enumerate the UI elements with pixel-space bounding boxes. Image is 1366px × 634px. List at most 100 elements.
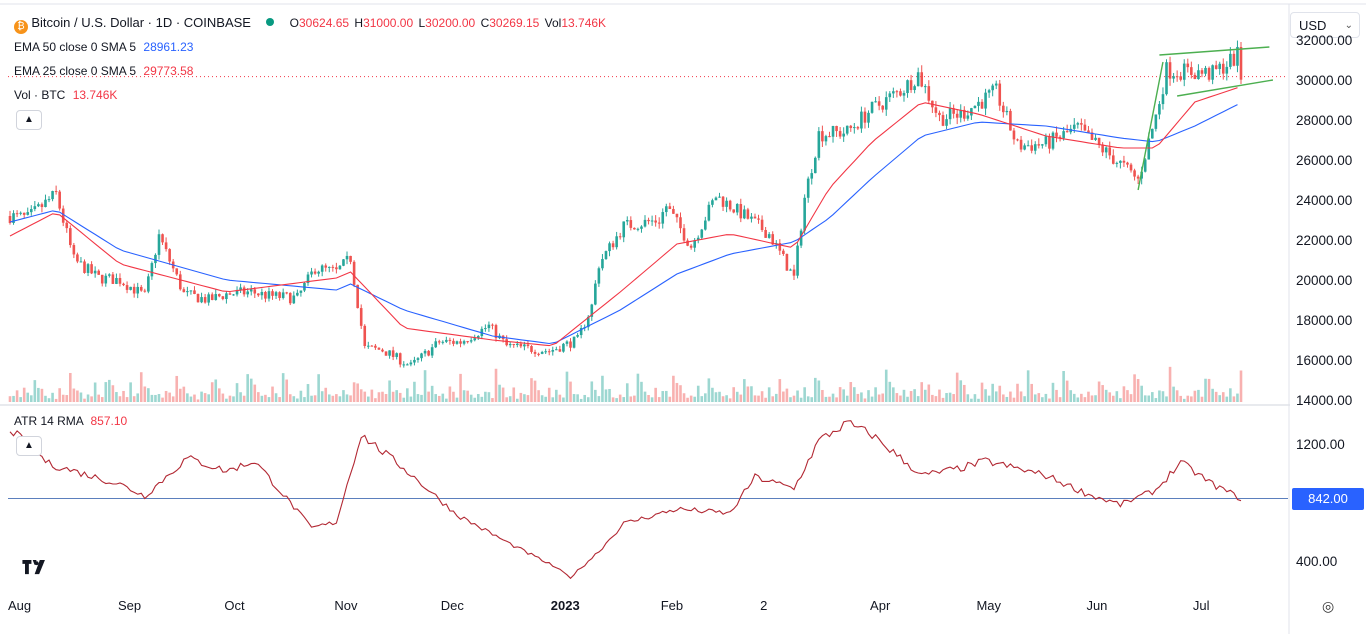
candle-body <box>47 199 51 201</box>
volume-bar <box>1094 395 1097 402</box>
volume-bar <box>246 374 249 402</box>
volume-bar <box>1126 390 1129 402</box>
volume-bar <box>398 392 402 402</box>
tradingview-logo-icon[interactable] <box>18 560 50 578</box>
volume-bar <box>704 393 707 402</box>
candle-body <box>696 237 700 241</box>
volume-bar <box>157 394 161 402</box>
volume-bar <box>338 396 342 402</box>
volume-bar <box>828 396 831 402</box>
volume-bar <box>125 397 129 402</box>
volume-bar <box>746 386 750 402</box>
candle-body <box>558 349 562 352</box>
candle-body <box>26 212 30 215</box>
price-tick-label: 20000.00 <box>1296 273 1353 288</box>
candle-body <box>33 206 37 210</box>
candle-body <box>704 220 707 230</box>
currency-selector[interactable]: USD ⌄ <box>1290 12 1360 38</box>
candle-body <box>214 294 218 300</box>
candle-body <box>569 341 572 348</box>
volume-bar <box>193 394 196 402</box>
candle-body <box>1048 136 1051 149</box>
volume-bar <box>225 398 228 402</box>
volume-bar <box>207 394 210 402</box>
volume-bar <box>320 391 324 402</box>
ema50-legend[interactable]: EMA 50 close 0 SMA 5 28961.23 <box>14 40 194 54</box>
candle-body <box>473 338 477 341</box>
volume-bar <box>966 394 970 402</box>
collapse-legend-button[interactable]: ▲ <box>16 110 42 130</box>
candle-body <box>476 335 480 339</box>
volume-bar <box>459 373 462 402</box>
candle-body <box>562 343 565 352</box>
candle-body <box>923 86 927 88</box>
volume-bar <box>367 396 370 402</box>
candle-body <box>327 266 331 268</box>
candle-body <box>1126 162 1129 165</box>
volume-bar <box>856 393 860 402</box>
volume-bar <box>544 396 547 402</box>
candle-body <box>1200 70 1204 74</box>
candle-body <box>22 212 26 215</box>
volume-bar <box>629 396 633 402</box>
volume-bar <box>214 379 218 402</box>
time-tick-label: Apr <box>870 598 891 613</box>
volume-bar <box>1044 393 1048 402</box>
candle-body <box>292 295 296 304</box>
candle-body <box>796 245 799 276</box>
volume-bar <box>519 392 523 402</box>
volume-legend[interactable]: Vol · BTC 13.746K <box>14 88 118 102</box>
volume-bar <box>682 393 686 402</box>
volume-bar <box>803 387 806 402</box>
candle-body <box>285 292 289 294</box>
volume-bar <box>22 387 26 402</box>
volume-bar <box>72 388 76 402</box>
candle-body <box>853 127 856 129</box>
candle-body <box>367 345 370 347</box>
volume-bar <box>512 387 516 402</box>
volume-bar <box>636 373 640 402</box>
volume-bar <box>959 380 963 402</box>
candle-body <box>388 350 391 356</box>
volume-bar <box>551 397 555 402</box>
candle-body <box>551 349 555 352</box>
volume-bar <box>1083 397 1087 402</box>
volume-bar <box>1119 398 1122 402</box>
volume-bar <box>838 387 842 402</box>
volume-bar <box>640 381 643 402</box>
gear-icon[interactable]: ◎ <box>1322 598 1335 614</box>
candle-body <box>1190 67 1193 75</box>
candle-body <box>824 136 828 142</box>
candle-body <box>374 345 377 348</box>
candle-body <box>97 270 100 275</box>
volume-bar <box>168 392 171 402</box>
candle-body <box>1087 130 1090 133</box>
volume-bar <box>821 389 824 402</box>
candle-body <box>629 220 633 228</box>
candle-body <box>1076 123 1080 125</box>
candle-body <box>246 291 249 295</box>
volume-bar <box>1229 388 1232 402</box>
candle-body <box>1080 123 1083 125</box>
volume-bar <box>498 384 501 402</box>
volume-bar <box>696 385 700 402</box>
atr-legend[interactable]: ATR 14 RMA 857.10 <box>14 414 128 428</box>
candle-body <box>1044 136 1048 145</box>
volume-bar <box>526 395 530 402</box>
time-tick-label: 2 <box>760 598 768 613</box>
time-tick-label: May <box>976 598 1002 613</box>
symbol-title[interactable]: Bitcoin / U.S. Dollar · 1D · COINBASE <box>31 15 251 30</box>
candle-body <box>711 200 714 205</box>
volume-bar <box>1225 396 1229 402</box>
candle-body <box>799 230 803 246</box>
volume-bar <box>877 394 881 402</box>
candle-body <box>700 229 704 238</box>
collapse-atr-legend-button[interactable]: ▲ <box>16 436 42 456</box>
volume-bar <box>1236 393 1239 402</box>
volume-bar <box>1129 394 1133 402</box>
volume-bar <box>1012 397 1016 402</box>
candle-body <box>335 267 338 270</box>
volume-bar <box>313 395 317 402</box>
ema25-legend[interactable]: EMA 25 close 0 SMA 5 29773.58 <box>14 64 194 78</box>
